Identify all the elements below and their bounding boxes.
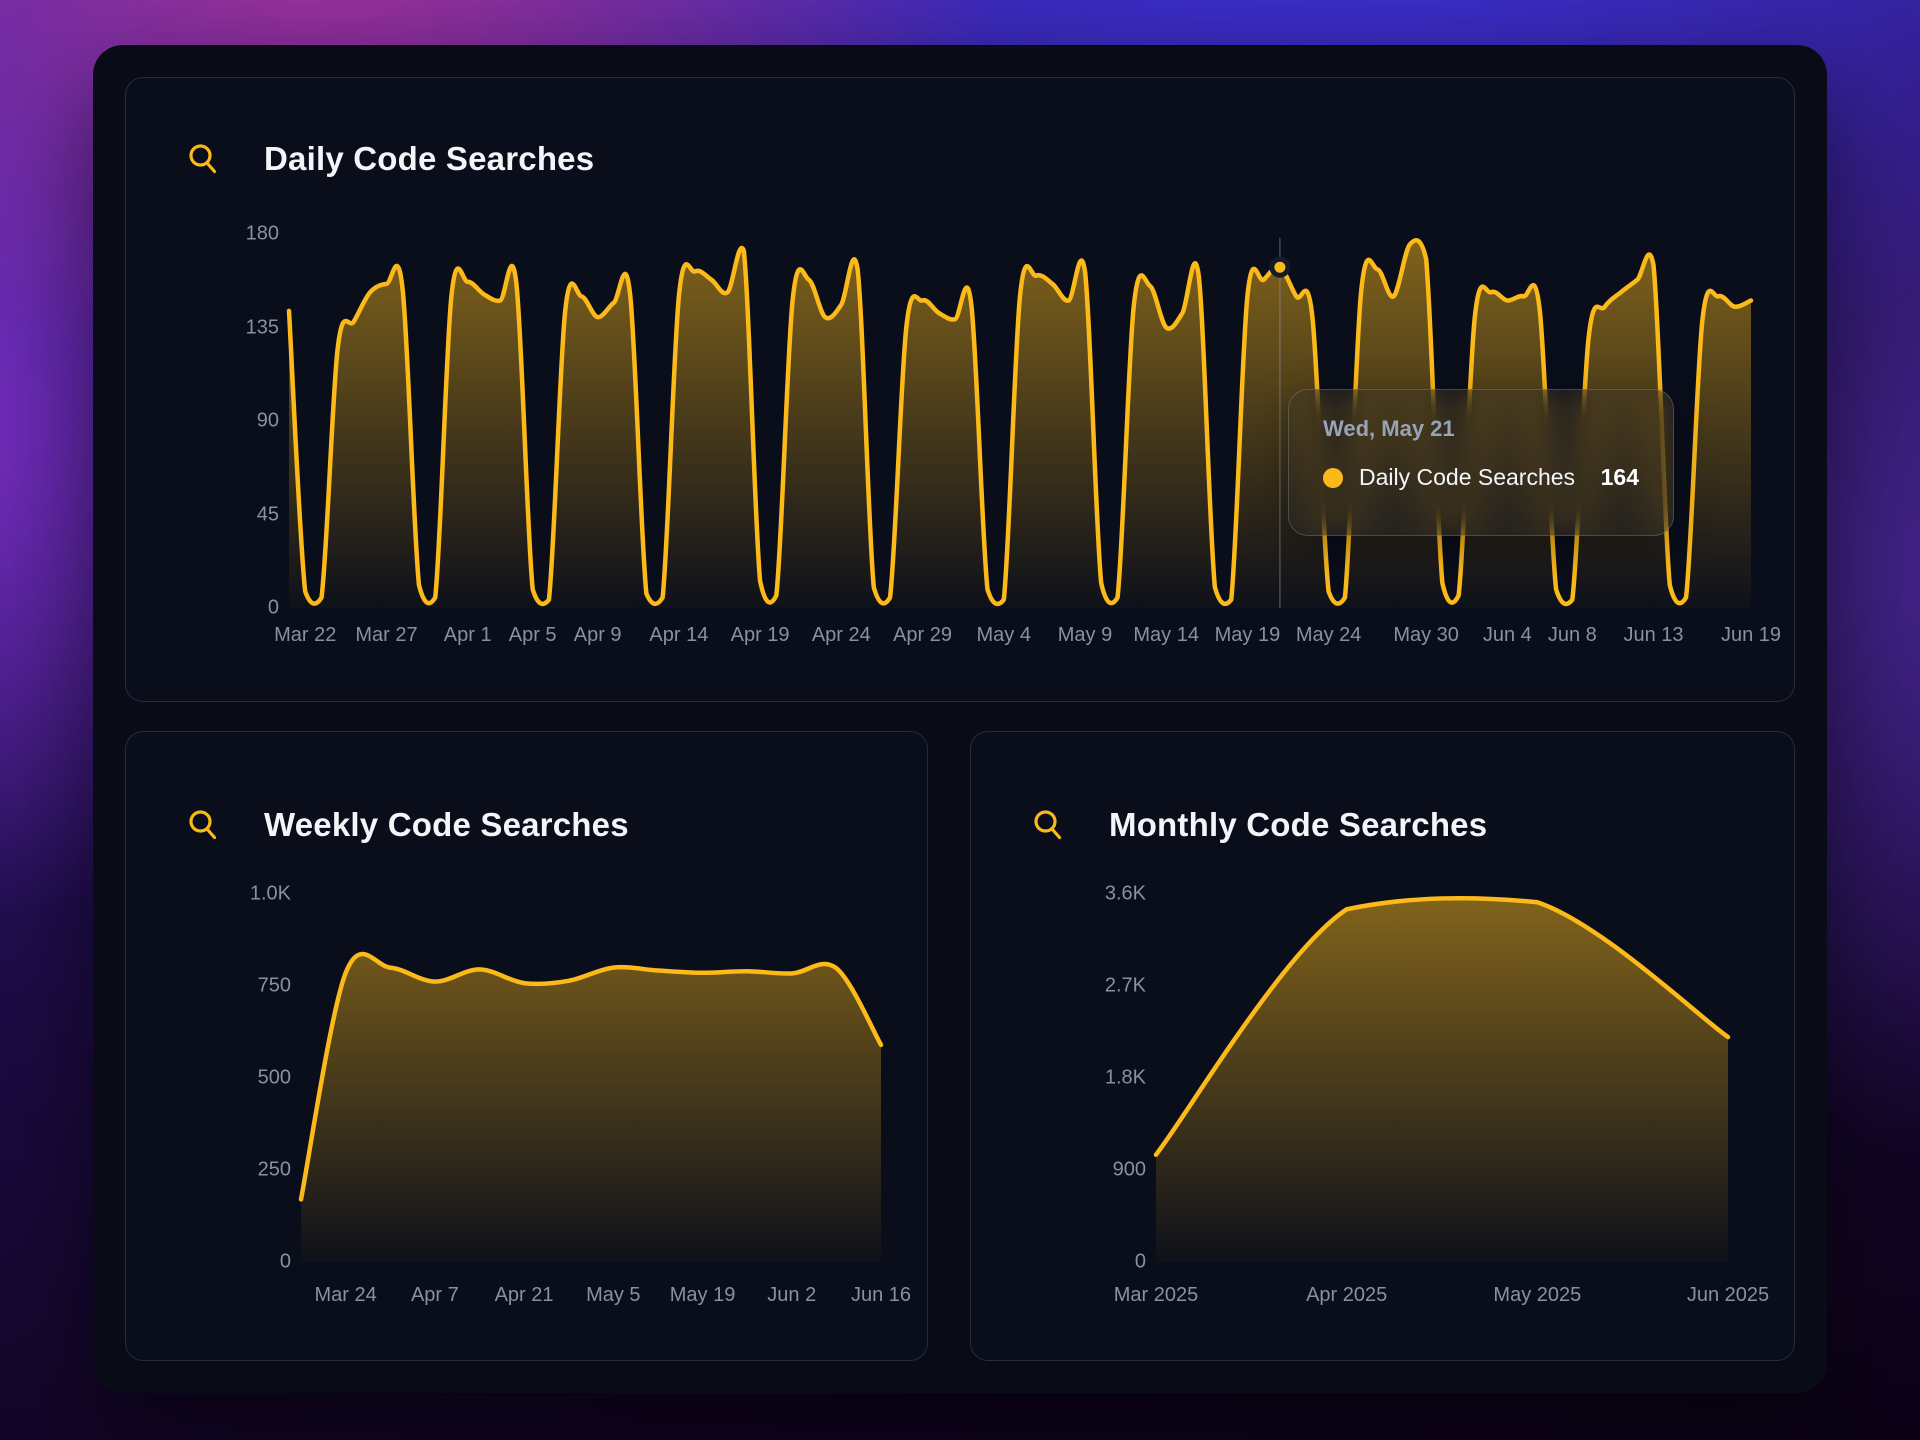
x-tick-label: Apr 14	[649, 624, 709, 646]
chart-title-weekly: Weekly Code Searches	[264, 806, 629, 843]
x-tick-label: Apr 19	[730, 624, 790, 646]
search-icon	[189, 810, 217, 840]
x-tick-label: Mar 27	[355, 624, 418, 646]
y-tick-label: 0	[279, 1250, 291, 1273]
x-tick-label: Apr 21	[494, 1284, 554, 1306]
tooltip-series-value: 164	[1600, 464, 1639, 490]
y-tick-label: 180	[245, 222, 279, 245]
x-tick-label: Mar 2025	[1113, 1284, 1199, 1306]
x-tick-label: Jun 2025	[1686, 1284, 1770, 1306]
x-tick-label: May 19	[1214, 624, 1281, 646]
x-tick-label: May 24	[1295, 624, 1362, 646]
y-tick-label: 135	[245, 316, 279, 338]
monthly-searches-card: Monthly Code Searches 0 900 1.8K 2.7K 3.6K M…	[970, 731, 1795, 1361]
x-tick-label: Jun 4	[1482, 624, 1532, 646]
y-tick-label: 3.6K	[1104, 882, 1146, 905]
y-tick-label: 900	[1112, 1158, 1146, 1181]
x-tick-label: Jun 19	[1720, 624, 1782, 646]
search-icon	[1034, 810, 1062, 840]
monthly-area-chart[interactable]	[1153, 894, 1731, 1262]
x-tick-label: Jun 8	[1547, 624, 1597, 646]
y-tick-label: 0	[1134, 1250, 1146, 1273]
y-tick-label: 45	[256, 503, 279, 525]
x-tick-label: Apr 7	[410, 1284, 459, 1306]
x-tick-label: Jun 2	[767, 1284, 817, 1306]
x-tick-label: May 2025	[1493, 1284, 1582, 1306]
y-tick-label: 250	[257, 1158, 291, 1181]
x-tick-label: Mar 24	[314, 1284, 377, 1306]
x-tick-label: May 30	[1393, 624, 1459, 646]
daily-y-axis: 0 45 90 135 180	[166, 223, 279, 619]
y-tick-label: 750	[257, 974, 291, 997]
weekly-x-axis: Mar 24 Apr 7 Apr 21 May 5 May 19 Jun 2 Jun 16	[301, 1284, 911, 1310]
x-tick-label: Jun 16	[850, 1284, 912, 1306]
weekly-card-header: Weekly Code Searches	[186, 806, 629, 844]
y-tick-label: 1.0K	[249, 882, 291, 905]
daily-searches-card: Daily Code Searches 0 45 90 135 180 Mar 22 Ma…	[125, 77, 1795, 702]
x-tick-label: Apr 1	[443, 624, 492, 646]
x-tick-label: May 4	[976, 624, 1031, 646]
x-tick-label: Jun 13	[1623, 624, 1684, 646]
y-tick-label: 90	[256, 409, 279, 432]
monthly-x-axis: Mar 2025 Apr 2025 May 2025 Jun 2025	[1114, 1284, 1769, 1310]
search-icon	[189, 144, 217, 174]
x-tick-label: Apr 29	[893, 624, 952, 646]
x-tick-label: Apr 24	[811, 624, 871, 646]
x-tick-label: May 9	[1057, 624, 1113, 646]
weekly-area-chart[interactable]	[298, 894, 884, 1262]
tooltip-series-dot-icon	[1323, 467, 1343, 488]
tooltip-series-label: Daily Code Searches	[1359, 464, 1576, 490]
daily-card-header: Daily Code Searches	[186, 140, 594, 178]
y-tick-label: 0	[267, 596, 279, 619]
y-tick-label: 500	[257, 1066, 291, 1089]
chart-tooltip: Wed, May 21 Daily Code Searches 164	[1288, 389, 1674, 536]
x-tick-label: May 5	[586, 1284, 641, 1306]
y-tick-label: 2.7K	[1104, 974, 1146, 997]
x-tick-label: May 14	[1133, 624, 1199, 646]
weekly-y-axis: 0 250 500 750 1.0K	[166, 883, 291, 1273]
tooltip-date: Wed, May 21	[1323, 416, 1455, 441]
weekly-searches-card: Weekly Code Searches 0 250 500 750 1.0K Mar …	[125, 731, 928, 1361]
chart-title-daily: Daily Code Searches	[264, 140, 595, 177]
x-tick-label: Apr 2025	[1306, 1284, 1388, 1306]
y-tick-label: 1.8K	[1104, 1066, 1146, 1089]
x-tick-label: Apr 9	[573, 624, 622, 646]
dashboard-panel: Daily Code Searches 0 45 90 135 180 Mar 22 Ma…	[93, 45, 1827, 1393]
x-tick-label: May 19	[669, 1284, 736, 1306]
tooltip-series-row: Daily Code Searches 164	[1323, 464, 1639, 491]
monthly-y-axis: 0 900 1.8K 2.7K 3.6K	[1011, 883, 1146, 1273]
x-tick-label: Apr 5	[508, 624, 557, 646]
daily-x-axis: Mar 22 Mar 27 Apr 1 Apr 5 Apr 9 Apr 14 Apr 19 A…	[274, 624, 1781, 650]
chart-title-monthly: Monthly Code Searches	[1109, 806, 1488, 843]
monthly-card-header: Monthly Code Searches	[1031, 806, 1487, 844]
x-tick-label: Mar 22	[274, 624, 337, 646]
